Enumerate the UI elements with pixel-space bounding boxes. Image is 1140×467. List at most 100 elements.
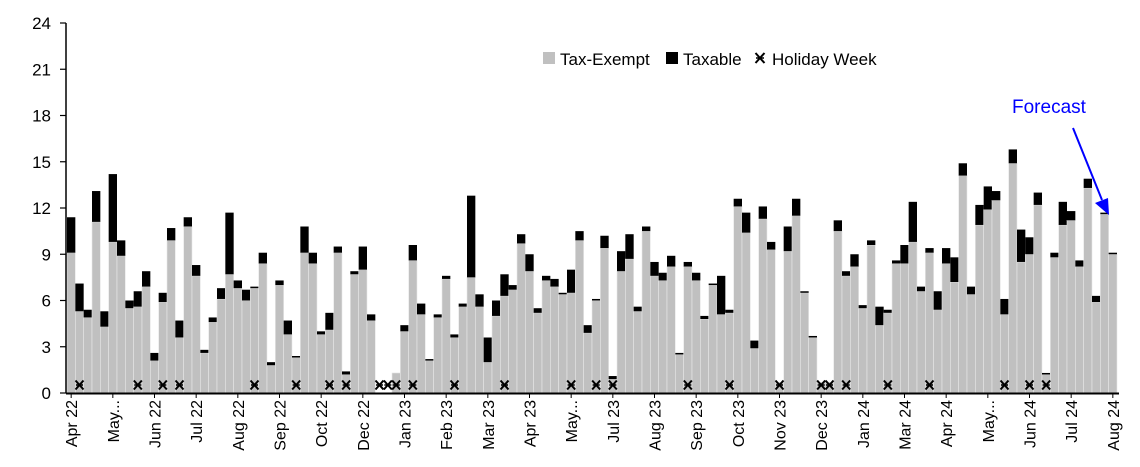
bar-tax-exempt xyxy=(875,324,884,394)
bar-tax-exempt xyxy=(266,364,276,394)
bar-tax-exempt xyxy=(791,215,801,394)
bar-tax-exempt xyxy=(891,263,901,394)
bar-tax-exempt xyxy=(1075,266,1084,394)
bar-taxable xyxy=(275,280,284,286)
bar-taxable xyxy=(908,201,917,242)
bar-taxable xyxy=(875,306,884,326)
bar-tax-exempt xyxy=(316,334,326,394)
bar-taxable xyxy=(617,251,626,272)
bar-tax-exempt xyxy=(350,273,359,394)
bar-tax-exempt xyxy=(241,300,251,394)
bar-taxable xyxy=(425,359,434,361)
x-tick-label: Apr 24 xyxy=(939,400,956,447)
x-tick-label: Jun 24 xyxy=(1023,400,1040,448)
bar-taxable xyxy=(433,314,442,318)
bar-taxable xyxy=(600,235,609,249)
bar-tax-exempt xyxy=(841,275,851,394)
bar-tax-exempt xyxy=(966,294,976,394)
bar-tax-exempt xyxy=(650,275,659,394)
forecast-arrowhead-icon xyxy=(1095,198,1109,215)
bar-tax-exempt xyxy=(1083,187,1093,394)
holiday-week-marker xyxy=(408,379,418,391)
bar-taxable xyxy=(967,286,976,295)
bar-taxable xyxy=(333,246,342,253)
bar-taxable xyxy=(983,186,992,210)
bar-taxable xyxy=(1083,178,1092,188)
holiday-week-marker xyxy=(158,379,168,391)
bar-taxable xyxy=(100,311,109,327)
holiday-week-marker xyxy=(291,379,301,391)
y-tick-label: 12 xyxy=(32,199,51,218)
bar-taxable xyxy=(767,241,776,250)
bar-tax-exempt xyxy=(941,263,951,394)
bar-tax-exempt xyxy=(800,292,809,394)
bar-tax-exempt xyxy=(500,295,509,394)
bar-tax-exempt xyxy=(216,298,226,394)
bar-taxable xyxy=(942,248,951,264)
bar-taxable xyxy=(442,275,451,279)
bar-tax-exempt xyxy=(1066,220,1076,394)
bar-tax-exempt xyxy=(308,263,318,394)
bar-taxable xyxy=(367,314,376,321)
x-tick-label: Oct 23 xyxy=(731,400,748,447)
bar-taxable xyxy=(458,303,467,307)
x-tick-label: Sep 22 xyxy=(273,400,290,451)
bar-tax-exempt xyxy=(991,199,1001,394)
bar-tax-exempt xyxy=(675,354,684,394)
bar-taxable xyxy=(625,234,634,259)
bar-taxable xyxy=(800,291,809,293)
bar-tax-exempt xyxy=(275,284,284,394)
bar-tax-exempt xyxy=(1025,253,1034,394)
bar-tax-exempt xyxy=(433,317,443,394)
bar-tax-exempt xyxy=(458,306,468,394)
bar-taxable xyxy=(500,274,509,296)
bar-taxable xyxy=(892,260,901,264)
bar-tax-exempt xyxy=(333,252,343,394)
bar-taxable xyxy=(450,334,459,338)
x-tick-label: Feb 23 xyxy=(439,400,456,450)
bar-tax-exempt xyxy=(808,337,818,394)
bar-taxable xyxy=(633,306,642,312)
bar-tax-exempt xyxy=(233,287,243,394)
bar-taxable xyxy=(792,198,801,216)
legend-label-tax-exempt: Tax-Exempt xyxy=(560,50,650,69)
bar-tax-exempt xyxy=(975,224,984,394)
x-tick-label: Jul 24 xyxy=(1064,400,1081,443)
bar-tax-exempt xyxy=(575,240,584,394)
bar-taxable xyxy=(1108,252,1117,255)
bar-tax-exempt xyxy=(525,270,534,394)
bar-taxable xyxy=(1000,298,1009,315)
holiday-week-marker xyxy=(1024,379,1035,391)
bar-tax-exempt xyxy=(491,315,501,394)
bar-taxable xyxy=(758,206,767,219)
legend-label-holiday-week: Holiday Week xyxy=(772,50,877,69)
bar-taxable xyxy=(558,292,567,295)
x-tick-label: Mar 24 xyxy=(898,400,915,450)
bar-tax-exempt xyxy=(1008,162,1018,394)
bar-taxable xyxy=(1008,149,1017,164)
bar-taxable xyxy=(267,362,276,366)
bar-tax-exempt xyxy=(150,360,159,394)
y-tick-label: 21 xyxy=(32,60,51,79)
bar-taxable xyxy=(167,228,176,241)
x-tick-label: Dec 22 xyxy=(356,400,373,451)
bar-taxable xyxy=(483,337,492,363)
bar-taxable xyxy=(292,356,301,358)
bar-taxable xyxy=(583,325,592,333)
bar-tax-exempt xyxy=(758,218,768,394)
bar-taxable xyxy=(733,198,742,207)
bar-taxable xyxy=(492,300,501,316)
bar-tax-exempt xyxy=(283,334,293,394)
bar-taxable xyxy=(467,195,476,278)
bar-tax-exempt xyxy=(91,221,101,394)
bar-taxable xyxy=(592,298,601,301)
bar-tax-exempt xyxy=(741,232,751,394)
bar-taxable xyxy=(92,191,101,222)
bar-taxable xyxy=(175,320,184,338)
bar-taxable xyxy=(642,226,651,232)
bar-taxable xyxy=(575,231,584,241)
y-tick-label: 9 xyxy=(42,245,51,264)
bar-taxable xyxy=(658,272,667,281)
x-tick-label: May... xyxy=(981,400,998,442)
holiday-week-marker xyxy=(816,379,826,391)
